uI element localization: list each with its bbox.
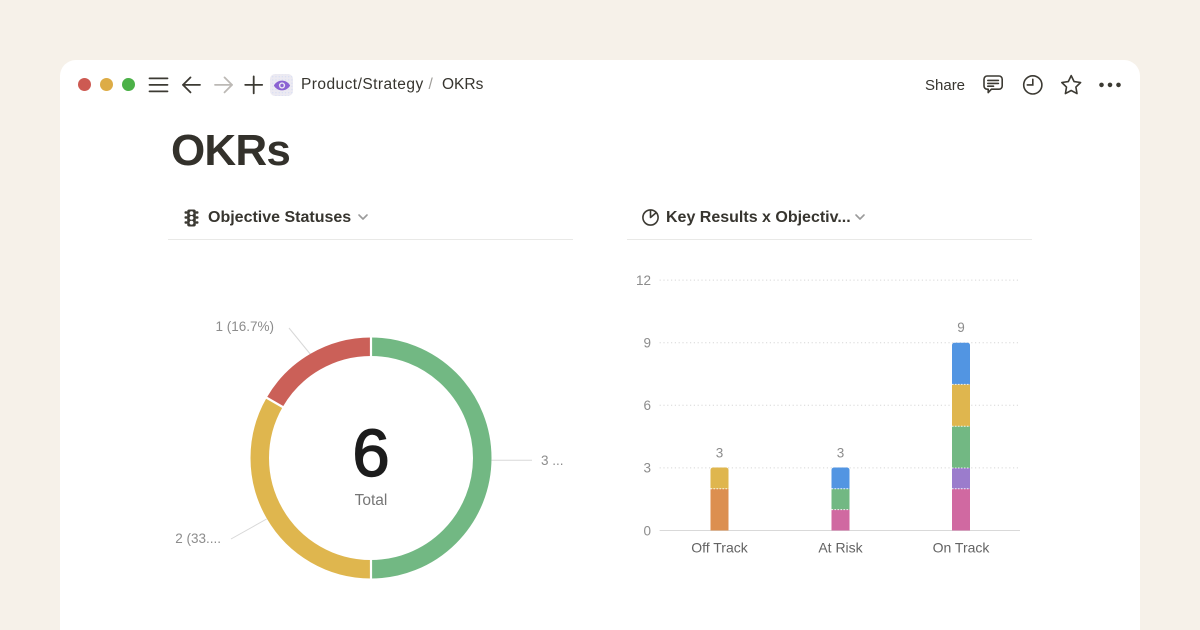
svg-text:12: 12: [636, 273, 651, 288]
svg-text:Off Track: Off Track: [691, 539, 749, 555]
svg-text:On Track: On Track: [933, 539, 991, 555]
svg-text:At Risk: At Risk: [818, 539, 863, 555]
svg-text:0: 0: [643, 523, 651, 538]
svg-text:6: 6: [643, 398, 651, 413]
svg-text:3: 3: [716, 445, 724, 460]
svg-text:3: 3: [837, 445, 845, 460]
svg-text:9: 9: [643, 335, 651, 350]
svg-text:9: 9: [957, 320, 965, 335]
svg-text:3: 3: [643, 460, 651, 475]
